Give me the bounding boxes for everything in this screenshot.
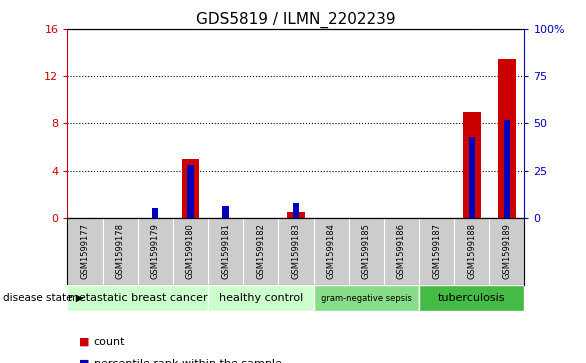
Text: percentile rank within the sample: percentile rank within the sample <box>94 359 282 363</box>
Bar <box>287 212 305 218</box>
Text: count: count <box>94 337 125 347</box>
Text: healthy control: healthy control <box>219 293 303 303</box>
Text: GSM1599189: GSM1599189 <box>502 223 512 279</box>
Bar <box>188 165 193 218</box>
Bar <box>419 285 524 311</box>
Bar <box>67 285 208 311</box>
Bar <box>469 136 475 218</box>
Text: GSM1599183: GSM1599183 <box>291 223 301 279</box>
Text: ■: ■ <box>79 337 90 347</box>
Text: GSM1599188: GSM1599188 <box>467 223 476 279</box>
Bar <box>314 285 419 311</box>
Bar <box>208 285 314 311</box>
Text: ■: ■ <box>79 359 90 363</box>
Text: tuberculosis: tuberculosis <box>438 293 506 303</box>
Text: GSM1599185: GSM1599185 <box>362 223 371 279</box>
Text: GSM1599178: GSM1599178 <box>115 223 125 279</box>
Text: GSM1599177: GSM1599177 <box>80 223 90 279</box>
Text: GSM1599182: GSM1599182 <box>256 223 265 279</box>
Text: gram-negative sepsis: gram-negative sepsis <box>321 294 412 302</box>
Text: GSM1599187: GSM1599187 <box>432 223 441 279</box>
Text: GSM1599179: GSM1599179 <box>151 223 160 279</box>
Bar <box>504 120 510 218</box>
Text: disease state ▶: disease state ▶ <box>3 293 84 303</box>
Bar <box>463 111 481 218</box>
Bar <box>223 207 229 218</box>
Bar <box>293 203 299 218</box>
Text: metastatic breast cancer: metastatic breast cancer <box>68 293 207 303</box>
Title: GDS5819 / ILMN_2202239: GDS5819 / ILMN_2202239 <box>196 12 396 28</box>
Text: GSM1599181: GSM1599181 <box>221 223 230 279</box>
Text: GSM1599180: GSM1599180 <box>186 223 195 279</box>
Bar <box>182 159 199 218</box>
Bar <box>498 58 516 218</box>
Bar <box>152 208 158 218</box>
Text: GSM1599184: GSM1599184 <box>326 223 336 279</box>
Text: GSM1599186: GSM1599186 <box>397 223 406 279</box>
